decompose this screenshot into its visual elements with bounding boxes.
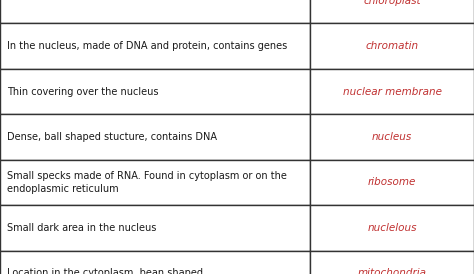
Text: ribosome: ribosome (368, 177, 417, 187)
Bar (0, 0, 310, 24)
Text: Location in the cytoplasm, bean shaped: Location in the cytoplasm, bean shaped (7, 268, 203, 274)
Bar (0, 69, 310, 114)
Bar (310, 250, 474, 274)
Text: In the nucleus, made of DNA and protein, contains genes: In the nucleus, made of DNA and protein,… (7, 41, 287, 51)
Bar (0, 24, 310, 69)
Bar (310, 69, 474, 114)
Bar (310, 24, 474, 69)
Bar (310, 114, 474, 160)
Text: chromatin: chromatin (365, 41, 419, 51)
Text: Dense, ball shaped stucture, contains DNA: Dense, ball shaped stucture, contains DN… (7, 132, 217, 142)
Bar (310, 0, 474, 24)
Bar (0, 250, 310, 274)
Text: Small dark area in the nucleus: Small dark area in the nucleus (7, 223, 156, 233)
Text: nucleus: nucleus (372, 132, 412, 142)
Text: Small specks made of RNA. Found in cytoplasm or on the
endoplasmic reticulum: Small specks made of RNA. Found in cytop… (7, 171, 287, 194)
Text: chloroplast: chloroplast (364, 0, 421, 6)
Bar (0, 205, 310, 250)
Bar (310, 205, 474, 250)
Text: Thin covering over the nucleus: Thin covering over the nucleus (7, 87, 159, 97)
Bar (0, 114, 310, 160)
Text: nuclear membrane: nuclear membrane (343, 87, 442, 97)
Text: nuclelous: nuclelous (367, 223, 417, 233)
Bar (0, 160, 310, 205)
Bar (310, 160, 474, 205)
Text: mitochondria: mitochondria (358, 268, 427, 274)
